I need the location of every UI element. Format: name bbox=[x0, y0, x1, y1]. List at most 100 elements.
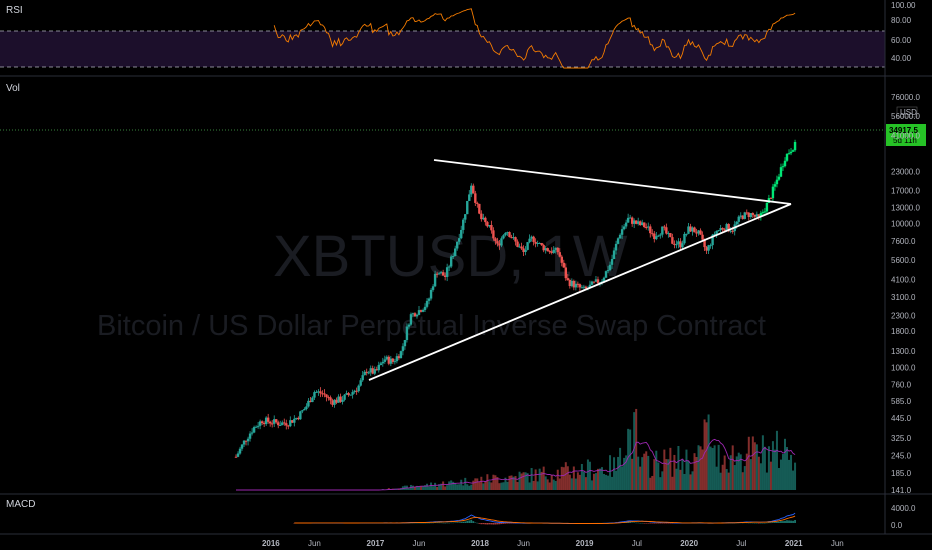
price-axis[interactable]: USD 34917.5 5d 11h 76000.0 56000.0 41000.0… bbox=[886, 93, 926, 495]
candle-body bbox=[345, 393, 348, 395]
volume-ma-line bbox=[236, 438, 796, 491]
candle-body bbox=[534, 241, 537, 244]
candle-body bbox=[743, 212, 746, 219]
candle-body bbox=[329, 397, 332, 401]
macd-hist-bar bbox=[482, 523, 485, 525]
volume-bar bbox=[715, 466, 718, 490]
time-tick: 2018 bbox=[471, 539, 489, 548]
candle-body bbox=[456, 241, 459, 249]
candle-body bbox=[301, 410, 304, 412]
volume-bar bbox=[625, 455, 628, 490]
macd-hist-bar bbox=[448, 522, 451, 524]
candle-body bbox=[508, 232, 511, 238]
lower-trendline[interactable] bbox=[368, 203, 792, 381]
candle-body bbox=[266, 417, 270, 422]
candle-body bbox=[771, 186, 775, 199]
candle-body bbox=[757, 214, 761, 217]
volume-bar bbox=[478, 481, 481, 490]
candle-body bbox=[689, 226, 692, 232]
volume-bar bbox=[675, 468, 678, 490]
volume-bar bbox=[721, 464, 724, 490]
candle-body bbox=[377, 364, 380, 371]
macd-hist-bar bbox=[450, 522, 453, 524]
macd-hist-bar bbox=[436, 522, 438, 524]
candle-body bbox=[572, 280, 576, 288]
volume-bar bbox=[462, 485, 465, 490]
volume-bar bbox=[436, 486, 439, 490]
candle-body bbox=[793, 141, 797, 151]
candle-body bbox=[411, 313, 415, 315]
candle-body bbox=[639, 221, 642, 226]
macd-tick: 4000.0 bbox=[891, 504, 916, 513]
candle-body bbox=[721, 228, 724, 230]
candle-body bbox=[409, 314, 413, 325]
macd-hist-bar bbox=[426, 522, 428, 524]
candle-body bbox=[641, 222, 644, 226]
volume-bar bbox=[574, 478, 577, 490]
candle-body bbox=[634, 220, 638, 224]
volume-bar bbox=[508, 475, 511, 490]
rsi-tick: 40.00 bbox=[891, 54, 912, 63]
volume-bar bbox=[753, 442, 756, 490]
candle-body bbox=[486, 222, 489, 227]
macd-hist-bar bbox=[490, 523, 493, 525]
candle-body bbox=[747, 212, 751, 218]
volume-bar bbox=[548, 482, 551, 490]
candle-body bbox=[707, 245, 710, 251]
macd-hist-bar bbox=[747, 522, 750, 524]
candle-body bbox=[542, 245, 545, 251]
macd-hist-bar bbox=[649, 523, 652, 524]
candle-body bbox=[741, 215, 744, 219]
candle-body bbox=[413, 313, 417, 317]
volume-bar bbox=[771, 441, 774, 490]
volume-bar bbox=[671, 476, 674, 490]
macd-hist-bar bbox=[434, 522, 436, 524]
macd-hist-bar bbox=[761, 522, 764, 524]
macd-hist-bar bbox=[743, 522, 746, 524]
time-tick: Jun bbox=[831, 539, 844, 548]
candle-body bbox=[315, 391, 318, 393]
candle-body bbox=[492, 230, 495, 239]
volume-bar bbox=[590, 480, 593, 490]
candle-body bbox=[248, 433, 252, 439]
price-tick: 17000.0 bbox=[891, 187, 920, 196]
volume-bar bbox=[592, 473, 595, 490]
volume-bar bbox=[713, 445, 716, 490]
volume-bar bbox=[460, 479, 463, 490]
candle-body bbox=[375, 369, 378, 371]
candle-body bbox=[321, 393, 324, 395]
candle-body bbox=[560, 256, 563, 263]
candle-body bbox=[317, 391, 320, 393]
time-axis[interactable]: 2016 Jun 2017 Jun 2018 Jun 2019 Jul 2020 Jul 2021 J… bbox=[262, 539, 844, 548]
macd-hist-bar bbox=[418, 522, 420, 524]
candle-body bbox=[713, 233, 716, 235]
candle-body bbox=[273, 419, 276, 424]
macd-hist-bar bbox=[741, 522, 744, 524]
price-tick: 760.0 bbox=[891, 381, 912, 390]
candle-body bbox=[462, 219, 465, 230]
candle-body bbox=[407, 324, 411, 327]
candle-body bbox=[405, 326, 409, 340]
volume-bar bbox=[556, 469, 559, 490]
macd-hist-bar bbox=[755, 522, 758, 524]
macd-hist-bar bbox=[438, 522, 441, 524]
macd-hist-bar bbox=[749, 522, 752, 524]
volume-bar bbox=[611, 476, 614, 490]
candle-body bbox=[614, 243, 618, 251]
bar-countdown: 5d 11h bbox=[893, 136, 917, 145]
candle-body bbox=[697, 230, 700, 234]
candle-body bbox=[270, 423, 274, 425]
price-tick: 1000.0 bbox=[891, 364, 916, 373]
macd-hist-bar bbox=[794, 519, 796, 523]
candle-body bbox=[325, 394, 328, 398]
volume-bar bbox=[784, 438, 786, 490]
volume-bar bbox=[578, 474, 581, 490]
candle-body bbox=[363, 371, 366, 376]
candle-body bbox=[693, 227, 696, 233]
candle-body bbox=[735, 221, 738, 225]
upper-trendline[interactable] bbox=[433, 159, 792, 205]
volume-bar bbox=[673, 454, 676, 490]
volume-bars bbox=[375, 408, 797, 490]
macd-hist-bar bbox=[657, 523, 660, 524]
